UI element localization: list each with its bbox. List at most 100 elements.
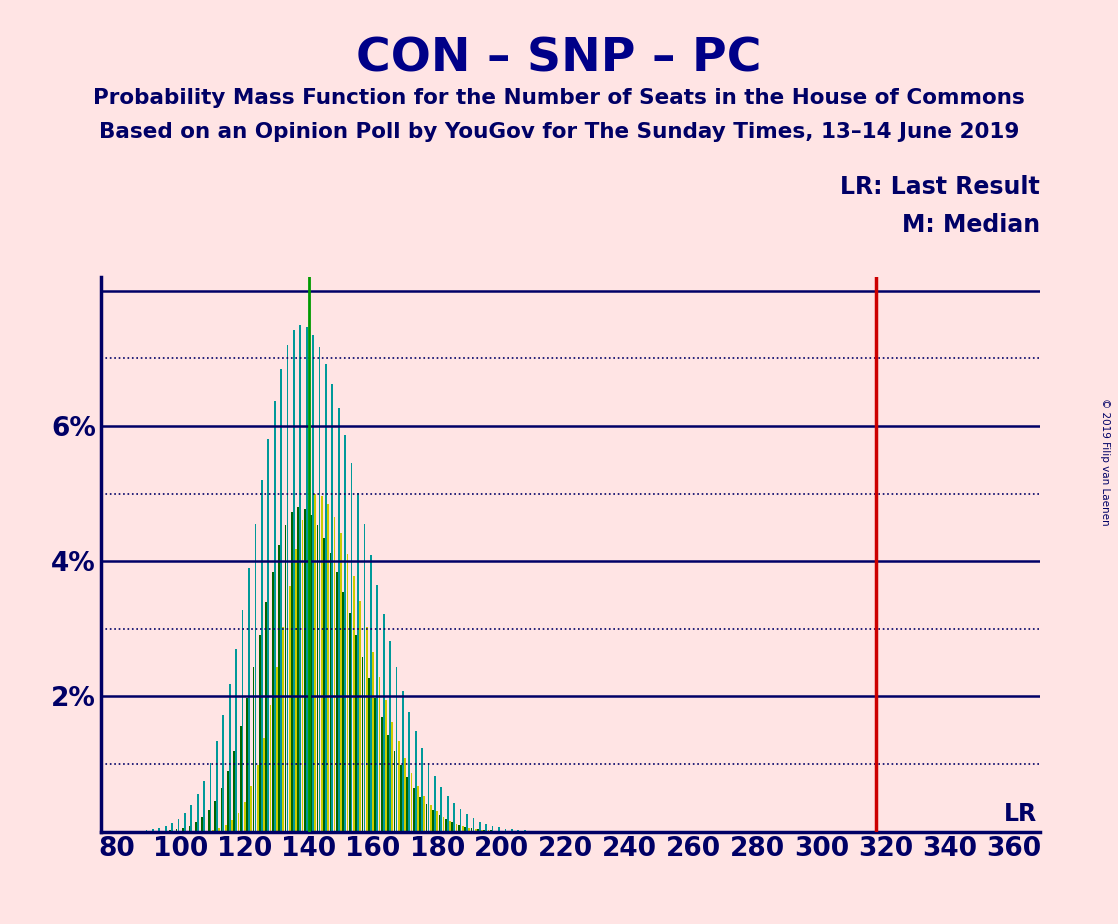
Bar <box>389 641 391 832</box>
Bar <box>455 824 457 832</box>
Bar <box>293 330 295 832</box>
Bar <box>471 828 472 832</box>
Bar <box>276 667 277 832</box>
Text: LR: Last Result: LR: Last Result <box>840 175 1040 199</box>
Bar <box>269 705 272 832</box>
Bar <box>297 507 300 832</box>
Bar <box>481 830 483 832</box>
Bar <box>421 748 423 832</box>
Bar <box>344 434 347 832</box>
Bar <box>237 812 239 832</box>
Bar <box>216 741 218 832</box>
Bar <box>285 525 286 832</box>
Bar <box>319 346 321 832</box>
Bar <box>272 572 274 832</box>
Bar <box>210 763 211 832</box>
Bar <box>366 626 368 832</box>
Bar <box>309 500 310 832</box>
Bar <box>407 777 408 832</box>
Bar <box>457 825 459 832</box>
Bar <box>492 826 493 832</box>
Bar <box>426 804 427 832</box>
Bar <box>212 830 214 832</box>
Bar <box>159 828 160 832</box>
Bar <box>265 602 267 832</box>
Bar <box>321 496 323 832</box>
Bar <box>361 657 363 832</box>
Bar <box>413 787 415 832</box>
Bar <box>490 831 492 832</box>
Bar <box>434 775 436 832</box>
Bar <box>419 796 421 832</box>
Bar <box>342 591 344 832</box>
Bar <box>325 363 326 832</box>
Bar <box>511 830 513 832</box>
Bar <box>283 626 284 832</box>
Bar <box>483 830 485 832</box>
Bar <box>189 826 190 832</box>
Bar <box>306 327 307 832</box>
Bar <box>487 831 490 832</box>
Bar <box>464 827 466 832</box>
Bar <box>241 610 244 832</box>
Bar <box>477 829 479 832</box>
Bar <box>356 635 357 832</box>
Bar <box>394 750 396 832</box>
Text: M: Median: M: Median <box>901 213 1040 237</box>
Bar <box>263 737 265 832</box>
Bar <box>440 786 443 832</box>
Bar <box>215 800 216 832</box>
Bar <box>479 821 481 832</box>
Bar <box>312 334 314 832</box>
Bar <box>349 613 351 832</box>
Bar <box>208 810 209 832</box>
Bar <box>190 805 192 832</box>
Bar <box>281 369 282 832</box>
Bar <box>234 750 235 832</box>
Bar <box>220 787 222 832</box>
Bar <box>363 524 366 832</box>
Bar <box>340 533 342 832</box>
Bar <box>333 517 335 832</box>
Bar <box>459 809 462 832</box>
Bar <box>304 509 305 832</box>
Bar <box>338 408 340 832</box>
Bar <box>171 823 173 832</box>
Bar <box>244 801 246 832</box>
Text: CON – SNP – PC: CON – SNP – PC <box>357 37 761 82</box>
Bar <box>359 602 361 832</box>
Bar <box>391 722 394 832</box>
Bar <box>398 741 399 832</box>
Bar <box>169 831 171 832</box>
Bar <box>246 699 248 832</box>
Bar <box>330 553 331 832</box>
Bar <box>424 796 425 832</box>
Bar <box>314 493 316 832</box>
Bar <box>218 828 220 832</box>
Bar <box>295 549 297 832</box>
Bar <box>466 814 467 832</box>
Bar <box>370 554 371 832</box>
Bar <box>443 817 445 832</box>
Bar <box>368 678 370 832</box>
Bar <box>291 512 293 832</box>
Bar <box>288 586 291 832</box>
Bar <box>250 785 253 832</box>
Bar <box>201 818 203 832</box>
Text: Based on an Opinion Poll by YouGov for The Sunday Times, 13–14 June 2019: Based on an Opinion Poll by YouGov for T… <box>98 122 1020 142</box>
Bar <box>182 828 183 832</box>
Bar <box>267 439 269 832</box>
Bar <box>415 731 417 832</box>
Bar <box>524 831 525 832</box>
Bar <box>260 480 263 832</box>
Text: © 2019 Filip van Laenen: © 2019 Filip van Laenen <box>1100 398 1109 526</box>
Bar <box>278 545 280 832</box>
Bar <box>462 826 464 832</box>
Bar <box>353 577 354 832</box>
Bar <box>300 324 301 832</box>
Bar <box>255 524 256 832</box>
Bar <box>227 772 229 832</box>
Bar <box>274 401 275 832</box>
Bar <box>145 830 148 832</box>
Bar <box>347 553 349 832</box>
